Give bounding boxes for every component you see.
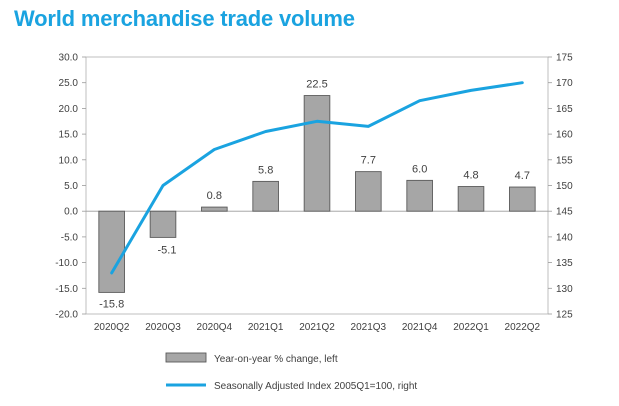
- right-tick-label: 150: [556, 181, 573, 192]
- left-tick-label: 0.0: [64, 207, 78, 218]
- right-tick-label: 170: [556, 78, 573, 89]
- right-tick-label: 155: [556, 155, 573, 166]
- legend-bar-label: Year-on-year % change, left: [214, 354, 338, 365]
- right-tick-label: 145: [556, 207, 573, 218]
- left-axis: -20.0 -15.0 -10.0 -5.0 0.0 5.0 10.0 15.0 20.0 25.…: [55, 53, 86, 321]
- bar: [98, 210, 125, 293]
- right-axis: 125 130 135 140 145 150 155 160 165 170 175: [548, 53, 573, 321]
- bar: [252, 180, 279, 212]
- bar-series: [98, 95, 536, 293]
- legend: Year-on-year % change, left Seasonally A…: [165, 352, 417, 392]
- bar: [149, 210, 177, 238]
- index-line: [110, 81, 524, 275]
- bar-data-label: 0.8: [207, 190, 222, 202]
- left-tick-label: -20.0: [55, 310, 78, 321]
- left-tick-label: -15.0: [55, 284, 78, 295]
- category-label: 2022Q1: [453, 322, 489, 333]
- bar: [509, 186, 536, 212]
- bar-data-label: 6.0: [412, 163, 427, 175]
- bar-data-label: -5.1: [158, 244, 177, 256]
- category-label: 2020Q4: [197, 322, 233, 333]
- bar-data-label: 5.8: [258, 164, 273, 176]
- right-tick-label: 165: [556, 104, 573, 115]
- left-tick-label: 30.0: [59, 53, 79, 64]
- category-label: 2021Q4: [402, 322, 438, 333]
- right-tick-label: 175: [556, 53, 573, 64]
- bar: [406, 179, 433, 212]
- bar-data-label: 7.7: [361, 155, 376, 167]
- left-tick-label: 25.0: [59, 78, 79, 89]
- legend-bar-swatch: [165, 352, 207, 363]
- right-tick-label: 160: [556, 130, 573, 141]
- bar-data-labels: -15.8 -5.1 0.8 5.8 22.5 7.7 6.0 4.8 4.7: [99, 79, 530, 311]
- left-tick-label: 15.0: [59, 130, 79, 141]
- bar: [303, 95, 331, 212]
- right-tick-label: 130: [556, 284, 573, 295]
- left-tick-label: 20.0: [59, 104, 79, 115]
- chart-title: World merchandise trade volume: [14, 6, 355, 31]
- right-tick-label: 125: [556, 310, 573, 321]
- bar: [201, 206, 228, 212]
- category-label: 2022Q2: [505, 322, 541, 333]
- bar-data-label: 4.7: [515, 170, 530, 182]
- category-label: 2021Q2: [299, 322, 335, 333]
- category-label: 2020Q2: [94, 322, 130, 333]
- category-label: 2021Q3: [351, 322, 387, 333]
- left-tick-label: -10.0: [55, 258, 78, 269]
- left-tick-label: 10.0: [59, 155, 79, 166]
- bar-data-label: -15.8: [99, 298, 124, 310]
- category-axis: 2020Q2 2020Q3 2020Q4 2021Q1 2021Q2 2021Q3 2021…: [94, 322, 541, 333]
- bar: [457, 186, 485, 212]
- bar-data-label: 4.8: [463, 170, 478, 182]
- legend-line-label: Seasonally Adjusted Index 2005Q1=100, ri…: [214, 381, 417, 392]
- left-tick-label: 5.0: [64, 181, 78, 192]
- right-tick-label: 140: [556, 232, 573, 243]
- right-tick-label: 135: [556, 258, 573, 269]
- category-label: 2020Q3: [145, 322, 181, 333]
- left-tick-label: -5.0: [61, 232, 79, 243]
- category-label: 2021Q1: [248, 322, 284, 333]
- bar: [355, 171, 382, 212]
- bar-data-label: 22.5: [306, 79, 327, 91]
